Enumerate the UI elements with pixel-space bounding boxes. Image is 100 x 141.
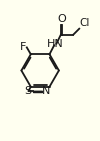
Text: F: F [20,42,26,52]
Text: O: O [57,14,66,24]
Text: Cl: Cl [80,18,90,28]
Text: N: N [42,86,51,96]
Text: HN: HN [47,39,64,49]
Text: S: S [24,86,32,96]
